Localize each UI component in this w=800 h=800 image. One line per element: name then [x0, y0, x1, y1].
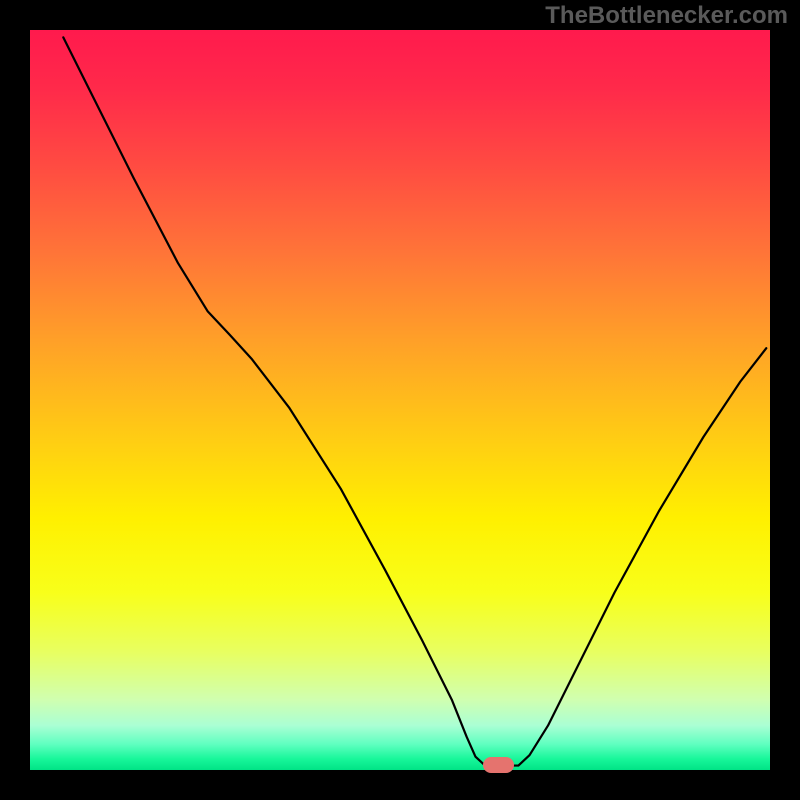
bottleneck-plot-area — [30, 30, 770, 770]
optimum-marker — [483, 757, 514, 773]
watermark-text: TheBottlenecker.com — [545, 2, 788, 30]
chart-stage: TheBottlenecker.com — [0, 0, 800, 800]
bottleneck-line — [63, 37, 766, 765]
bottleneck-curve — [30, 30, 770, 770]
